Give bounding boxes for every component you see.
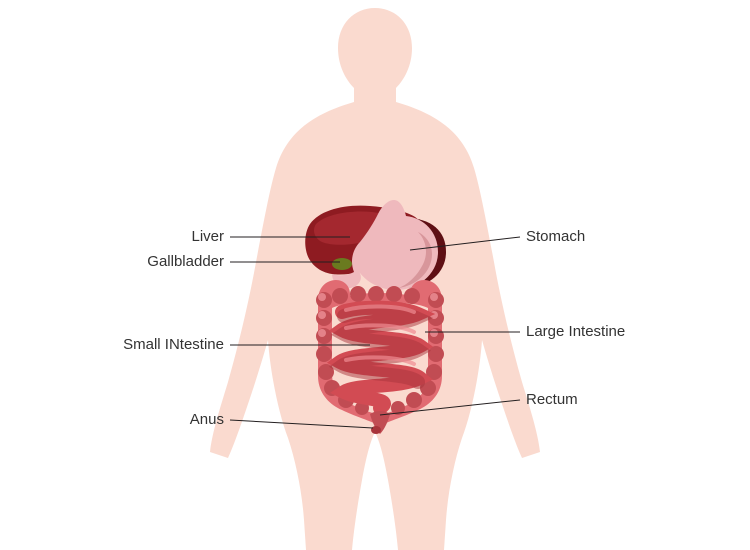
leader-stomach	[410, 237, 520, 250]
label-liver: Liver	[191, 228, 224, 245]
label-large-int: Large Intestine	[526, 323, 625, 340]
label-anus: Anus	[190, 411, 224, 428]
leader-rectum	[380, 400, 520, 415]
leader-lines	[0, 0, 750, 550]
label-stomach: Stomach	[526, 228, 585, 245]
digestive-system-diagram: Liver Gallbladder Small INtestine Anus Stoma…	[0, 0, 750, 550]
label-gallbladder: Gallbladder	[147, 253, 224, 270]
leader-anus	[230, 420, 373, 428]
label-small-int: Small INtestine	[123, 336, 224, 353]
label-rectum: Rectum	[526, 391, 578, 408]
